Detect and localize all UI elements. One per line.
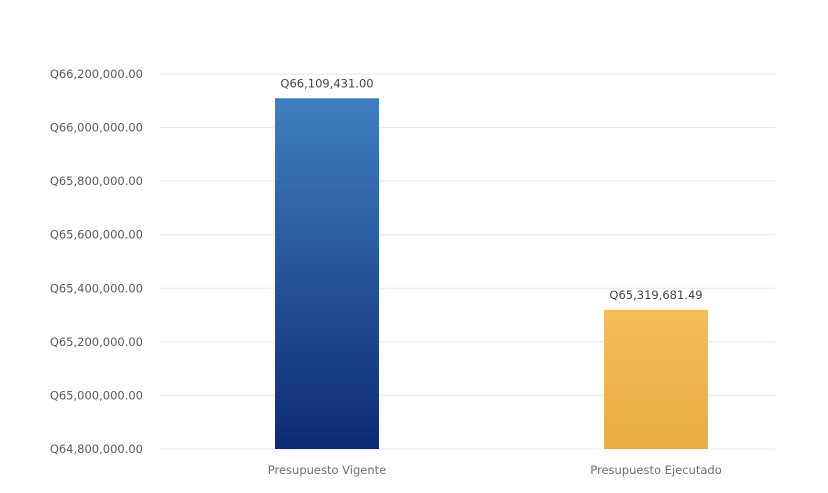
bar-1[interactable] <box>275 98 379 449</box>
y-tick-label: Q65,200,000.00 <box>50 335 143 349</box>
bar-value-label: Q66,109,431.00 <box>280 76 373 90</box>
y-tick-label: Q66,200,000.00 <box>50 67 143 81</box>
y-tick-label: Q66,000,000.00 <box>50 121 143 135</box>
bar-value-label: Q65,319,681.49 <box>609 288 702 302</box>
x-axis-categories: Presupuesto Vigente Presupuesto Ejecutado <box>268 463 722 477</box>
y-tick-label: Q65,600,000.00 <box>50 228 143 242</box>
y-tick-label: Q64,800,000.00 <box>50 442 143 456</box>
bars <box>275 98 708 449</box>
y-tick-label: Q65,000,000.00 <box>50 388 143 402</box>
x-category-label: Presupuesto Ejecutado <box>590 463 721 477</box>
bar-2[interactable] <box>604 309 708 449</box>
gridlines <box>160 73 775 450</box>
data-labels: Q66,109,431.00 Q65,319,681.49 <box>280 76 702 302</box>
x-category-label: Presupuesto Vigente <box>268 463 386 477</box>
y-tick-label: Q65,800,000.00 <box>50 174 143 188</box>
y-tick-label: Q65,400,000.00 <box>50 281 143 295</box>
y-axis-ticks: Q64,800,000.00 Q65,000,000.00 Q65,200,000.… <box>50 67 143 456</box>
